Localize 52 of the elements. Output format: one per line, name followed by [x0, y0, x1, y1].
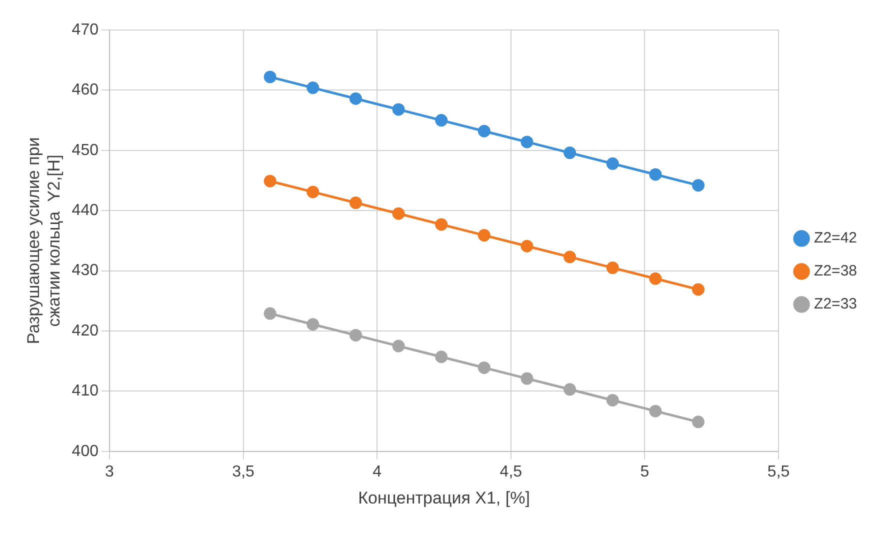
point [435, 350, 448, 364]
y-tick-label: 470 [72, 21, 99, 38]
point [520, 372, 534, 385]
y-tick-label: 440 [72, 202, 99, 220]
x-tick-label: 5 [640, 463, 650, 480]
point [692, 283, 705, 296]
point [264, 70, 276, 84]
point [478, 124, 490, 138]
point [435, 114, 448, 127]
x-tick-label: 3 [105, 463, 114, 480]
point [478, 229, 490, 242]
legend-label: Z2=42 [814, 230, 858, 247]
point [649, 272, 662, 285]
y-axis-title: Разрушающее усилие при сжатии кольца Y2,[H] [24, 137, 64, 344]
y-tick-label: 400 [72, 442, 99, 460]
point [564, 146, 576, 160]
x-tick-label: 5,5 [767, 463, 790, 480]
x-tick-label: 3,5 [232, 463, 255, 480]
point [520, 240, 534, 252]
point [349, 92, 362, 105]
point [306, 186, 320, 198]
point [606, 262, 619, 274]
point [692, 179, 705, 192]
x-axis-title: Концентрация X1, [%] [358, 488, 530, 508]
point [564, 250, 576, 264]
y-tick-label: 450 [72, 142, 99, 159]
point [349, 328, 362, 342]
point [520, 136, 534, 148]
y-tick-label: 460 [72, 82, 99, 99]
point [606, 394, 619, 406]
point [392, 207, 405, 220]
point [392, 340, 405, 352]
point [649, 168, 662, 181]
point [606, 157, 619, 170]
point [264, 174, 276, 188]
legend-label: Z2=33 [814, 296, 858, 313]
point [564, 383, 576, 396]
legend-label: Z2=38 [814, 262, 858, 280]
point [306, 318, 320, 331]
point [649, 404, 662, 418]
x-tick-label: 4,5 [500, 463, 522, 480]
y-tick-label: 420 [72, 322, 99, 340]
point [435, 218, 448, 231]
point [306, 82, 320, 94]
x-tick-label: 4 [372, 463, 382, 480]
point [692, 416, 705, 428]
point [392, 103, 405, 116]
point [478, 361, 490, 374]
point [264, 307, 276, 320]
y-tick-label: 430 [72, 262, 99, 280]
point [349, 196, 362, 210]
y-tick-label: 410 [72, 382, 99, 400]
